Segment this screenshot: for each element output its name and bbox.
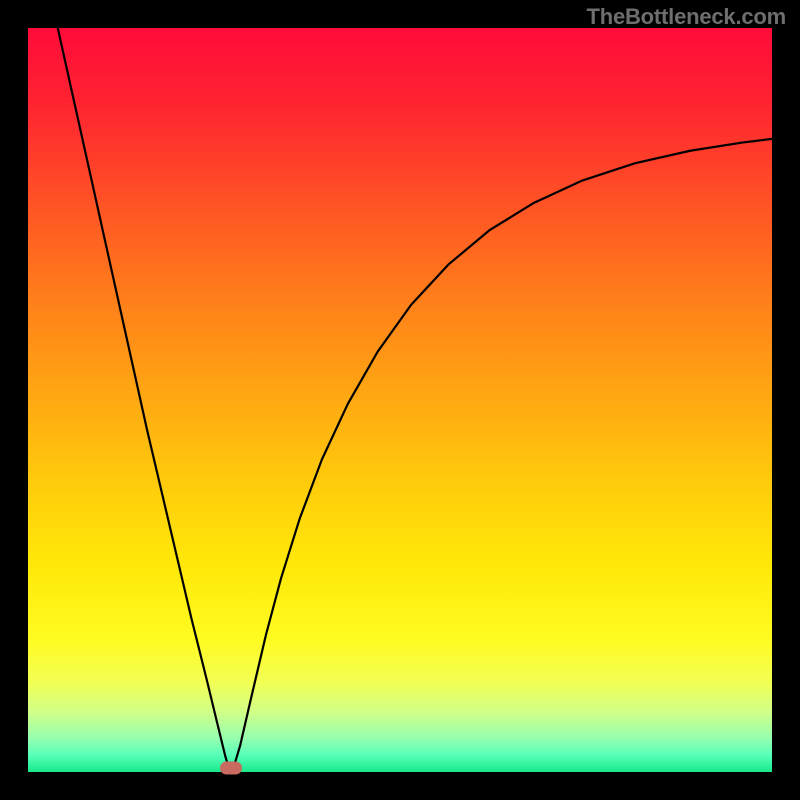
chart-container: TheBottleneck.com — [0, 0, 800, 800]
minimum-marker — [220, 761, 242, 774]
watermark-text: TheBottleneck.com — [586, 4, 786, 30]
plot-area — [28, 28, 772, 772]
curve-left-branch — [58, 28, 229, 768]
curve-right-branch — [233, 139, 772, 768]
curve-layer — [28, 28, 772, 772]
